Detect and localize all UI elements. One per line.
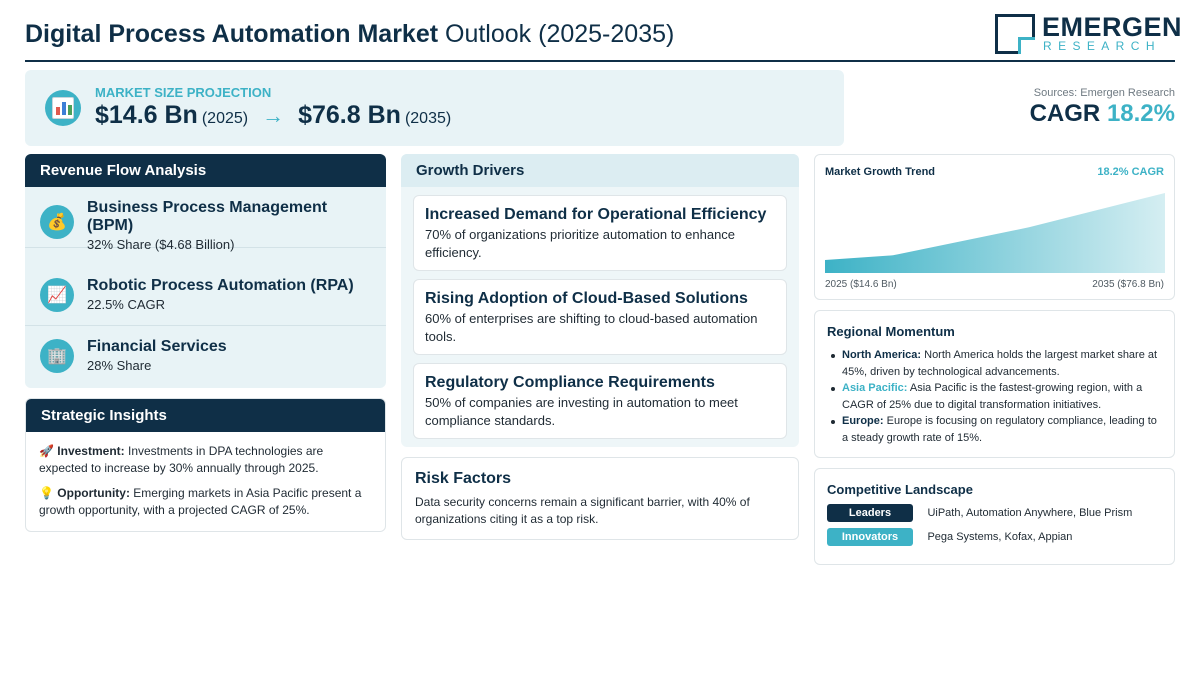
region-name: Europe:: [842, 415, 884, 427]
end-year: (2035): [404, 110, 452, 127]
driver-text: 60% of enterprises are shifting to cloud…: [425, 311, 758, 344]
revenue-item-financial: 🏢 Financial Services 28% Share: [25, 326, 386, 387]
driver-title: Regulatory Compliance Requirements: [425, 374, 715, 391]
trend-chart-icon: 📈: [40, 278, 74, 312]
cagr-summary: Sources: Emergen Research CAGR 18.2%: [1030, 87, 1175, 128]
revenue-item-title: Financial Services: [87, 338, 227, 355]
leaders-companies: UiPath, Automation Anywhere, Blue Prism: [927, 507, 1133, 519]
insight-label: Opportunity:: [57, 486, 130, 500]
growth-drivers-heading: Growth Drivers: [401, 154, 799, 187]
insight-text: Emerging markets in Asia Pacific present…: [39, 486, 362, 517]
risk-factors-card: Risk Factors Data security concerns rema…: [401, 457, 799, 540]
cagr-value: 18.2%: [1106, 100, 1175, 127]
lightbulb-icon: 💡: [39, 486, 54, 500]
page-title: Digital Process Automation Market Outloo…: [25, 20, 674, 49]
revenue-item-title: Business Process Management (BPM): [87, 199, 328, 234]
insight-text: Investments in DPA technologies are expe…: [39, 444, 324, 475]
driver-item: Regulatory Compliance Requirements 50% o…: [413, 363, 787, 439]
revenue-item-sub: 22.5% CAGR: [87, 297, 166, 312]
region-item-north-america: North America: North America holds the l…: [829, 347, 1164, 380]
driver-item: Rising Adoption of Cloud-Based Solutions…: [413, 279, 787, 355]
growth-area: [825, 193, 1165, 273]
emergen-logo: EMERGEN RESEARCH: [995, 12, 1182, 56]
logo-mark-icon: [995, 14, 1035, 54]
competitive-heading: Competitive Landscape: [827, 482, 973, 497]
region-text: Europe is focusing on regulatory complia…: [842, 415, 1157, 444]
market-size-label: MARKET SIZE PROJECTION: [95, 85, 272, 100]
risk-factors-text: Data security concerns remain a signific…: [415, 495, 750, 526]
region-item-europe: Europe: Europe is focusing on regulatory…: [829, 413, 1164, 446]
logo-subtitle: RESEARCH: [1043, 39, 1161, 53]
risk-factors-heading: Risk Factors: [415, 470, 512, 487]
revenue-item-bpm: 💰 Business Process Management (BPM) 32% …: [25, 187, 386, 252]
page-header: Digital Process Automation Market Outloo…: [25, 12, 1182, 62]
regional-momentum-card: Regional Momentum North America: North A…: [814, 310, 1175, 458]
innovators-badge: Innovators: [827, 528, 913, 546]
market-size-banner: MARKET SIZE PROJECTION $14.6 Bn (2025) → $7…: [25, 70, 844, 146]
trend-start-label: 2025 ($14.6 Bn): [825, 279, 897, 290]
bar-chart-icon: [45, 90, 81, 126]
competitor-row-leaders: Leaders UiPath, Automation Anywhere, Blu…: [827, 504, 1132, 522]
region-item-asia-pacific: Asia Pacific: Asia Pacific is the fastes…: [829, 380, 1164, 413]
regional-list: North America: North America holds the l…: [829, 347, 1164, 446]
strategic-insights-heading: Strategic Insights: [26, 399, 385, 432]
revenue-item-title: Robotic Process Automation (RPA): [87, 277, 354, 294]
insight-opportunity: 💡 Opportunity: Emerging markets in Asia …: [26, 485, 385, 519]
market-growth-trend-card: Market Growth Trend 18.2% CAGR 2025 ($14…: [814, 154, 1175, 300]
leaders-badge: Leaders: [827, 504, 913, 522]
page-title-main: Digital Process Automation Market: [25, 20, 439, 48]
growth-area-chart: [825, 193, 1165, 273]
page-title-period: Outlook (2025-2035): [445, 20, 675, 48]
region-text: Asia Pacific is the fastest-growing regi…: [842, 382, 1143, 411]
logo-name: EMERGEN: [1042, 12, 1183, 42]
sources-text: Sources: Emergen Research: [1033, 87, 1175, 99]
strategic-insights-card: Strategic Insights 🚀 Investment: Investm…: [25, 398, 386, 532]
driver-title: Increased Demand for Operational Efficie…: [425, 206, 767, 223]
money-bag-icon: 💰: [40, 205, 74, 239]
region-text: North America holds the largest market s…: [842, 349, 1158, 378]
insight-label: Investment:: [57, 444, 125, 458]
driver-item: Increased Demand for Operational Efficie…: [413, 195, 787, 271]
driver-text: 50% of companies are investing in automa…: [425, 395, 738, 428]
trend-end-label: 2035 ($76.8 Bn): [1092, 279, 1164, 290]
arrow-right-icon: →: [262, 103, 285, 128]
cagr-headline: CAGR 18.2%: [1030, 100, 1175, 128]
market-size-values: $14.6 Bn (2025) → $76.8 Bn (2035): [95, 101, 451, 130]
revenue-flow-heading: Revenue Flow Analysis: [25, 154, 386, 187]
region-name: North America:: [842, 349, 922, 361]
start-year: (2025): [201, 110, 249, 127]
trend-cagr: 18.2% CAGR: [1097, 166, 1164, 178]
region-name: Asia Pacific:: [842, 382, 908, 394]
regional-heading: Regional Momentum: [827, 324, 955, 339]
competitor-row-innovators: Innovators Pega Systems, Kofax, Appian: [827, 528, 1072, 546]
revenue-flow-card: Revenue Flow Analysis 💰 Business Process…: [25, 154, 386, 388]
driver-text: 70% of organizations prioritize automati…: [425, 227, 736, 260]
competitive-landscape-card: Competitive Landscape Leaders UiPath, Au…: [814, 468, 1175, 565]
cagr-label: CAGR: [1029, 100, 1101, 127]
revenue-item-rpa: 📈 Robotic Process Automation (RPA) 22.5%…: [25, 265, 386, 326]
end-value: $76.8 Bn: [298, 101, 401, 129]
revenue-item-sub: 28% Share: [87, 358, 152, 373]
revenue-item-sub: 32% Share ($4.68 Billion): [87, 237, 235, 252]
innovators-companies: Pega Systems, Kofax, Appian: [927, 531, 1073, 543]
office-building-icon: 🏢: [40, 339, 74, 373]
rocket-icon: 🚀: [39, 444, 54, 458]
insight-investment: 🚀 Investment: Investments in DPA technol…: [26, 443, 385, 477]
start-value: $14.6 Bn: [95, 101, 198, 129]
driver-title: Rising Adoption of Cloud-Based Solutions: [425, 290, 748, 307]
trend-heading: Market Growth Trend: [825, 166, 936, 178]
growth-drivers-card: Growth Drivers Increased Demand for Oper…: [401, 154, 799, 447]
